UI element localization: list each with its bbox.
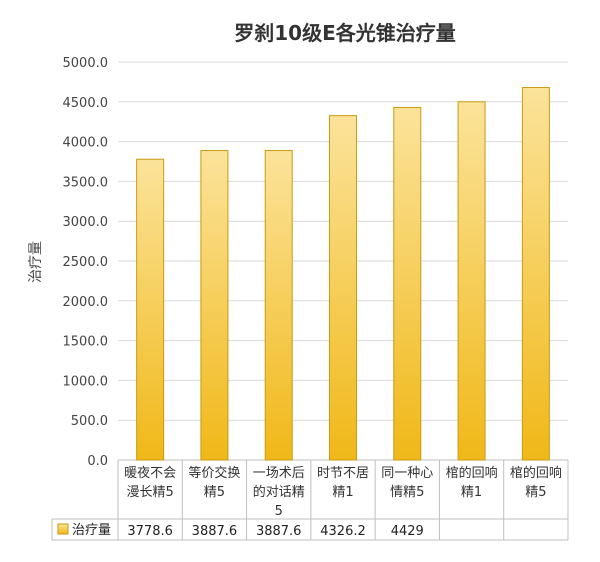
table-cell: 4429 [391, 524, 424, 539]
category-label: 一场术后 [253, 466, 305, 481]
y-tick-label: 500.0 [71, 414, 108, 429]
bars [136, 86, 550, 461]
category-label: 暖夜不会 [124, 466, 176, 481]
y-tick-label: 2000.0 [63, 295, 109, 310]
bar [136, 158, 165, 461]
y-tick-label: 3500.0 [63, 175, 109, 190]
y-tick-label: 1000.0 [63, 374, 109, 389]
legend-label: 治疗量 [72, 523, 111, 538]
category-label: 的对话精 [253, 484, 305, 500]
table-cell: 3887.6 [192, 524, 238, 539]
category-label: 精5 [204, 485, 225, 500]
legend-swatch [57, 523, 69, 535]
category-label: 棺的回响 [510, 465, 562, 481]
y-tick-label: 4500.0 [63, 96, 109, 111]
y-tick-label: 5000.0 [63, 56, 109, 71]
bar [200, 150, 229, 461]
y-tick-label: 4000.0 [63, 136, 109, 151]
category-label: 同一种心 [381, 466, 433, 481]
table-cell: 3887.6 [256, 524, 302, 539]
chart-title: 罗刹10级E各光锥治疗量 [234, 21, 456, 45]
table-cell: 4326.2 [320, 524, 366, 539]
category-label: 精1 [332, 485, 353, 500]
table-cell: 3778.6 [127, 524, 173, 539]
bar [329, 115, 357, 461]
category-label: 漫长精5 [127, 485, 174, 500]
bar [264, 150, 293, 461]
y-axis-label: 治疗量 [28, 241, 44, 283]
y-tick-label: 0.0 [87, 454, 108, 469]
category-label: 棺的回响 [446, 465, 498, 481]
y-tick-label: 3000.0 [63, 215, 109, 230]
category-label: 精1 [461, 485, 482, 500]
y-tick-label: 2500.0 [63, 255, 109, 270]
data-table: 治疗量 3778.6 3887.6 3887.6 4326.2 4429 [51, 460, 569, 541]
bar [521, 86, 550, 461]
y-tick-label: 1500.0 [63, 335, 109, 350]
category-label: 时节不居 [317, 466, 369, 481]
bar [393, 106, 422, 461]
y-tick-labels: 0.0 500.0 1000.0 1500.0 2000.0 2500.0 3000.0 35… [63, 56, 109, 469]
category-label: 情精5 [390, 485, 424, 500]
bar [457, 101, 486, 461]
category-label: 5 [275, 504, 283, 519]
category-label: 精5 [525, 485, 546, 500]
category-label: 等价交换 [188, 465, 240, 481]
